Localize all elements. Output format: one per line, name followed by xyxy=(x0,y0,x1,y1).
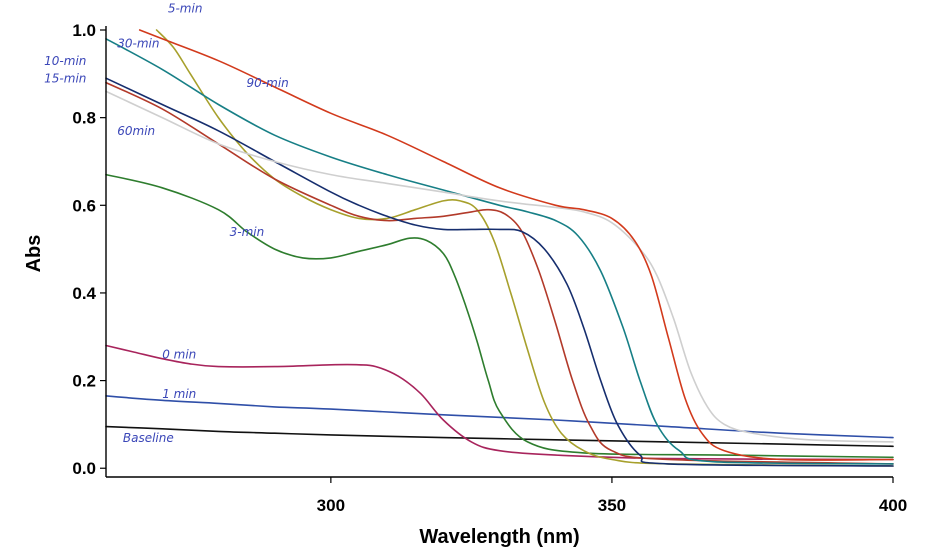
series-layer xyxy=(105,29,894,467)
handwritten-annotation: 0 min xyxy=(162,348,196,362)
y-tick-label: 0.2 xyxy=(72,372,96,391)
series-line-90-min xyxy=(138,29,894,461)
handwritten-annotation: 90-min xyxy=(247,76,289,90)
handwritten-annotation: 30-min xyxy=(117,37,159,51)
series-line-10-min xyxy=(105,81,894,465)
x-tick-label: 350 xyxy=(598,496,626,515)
series-line-0-min xyxy=(105,344,894,461)
ticks-layer: 300 350 400 0.0 0.2 0.4 0.6 0.8 1.0 xyxy=(72,21,907,515)
annotations-layer: 5-min 30-min 10-min 15-min 60min 90-min 3-min 0… xyxy=(44,1,289,444)
handwritten-annotation: 3-min xyxy=(230,225,265,239)
y-tick-label: 0.8 xyxy=(72,109,96,128)
handwritten-annotation: 60min xyxy=(117,124,155,138)
series-line-5-min xyxy=(155,29,894,467)
axes-layer xyxy=(105,26,893,478)
series-line-15-min xyxy=(105,77,894,467)
series-line-3-min xyxy=(105,173,894,459)
y-tick-label: 0.0 xyxy=(72,459,96,478)
y-tick-label: 1.0 xyxy=(72,21,96,40)
handwritten-annotation: 1 min xyxy=(162,387,196,401)
handwritten-annotation: 10-min xyxy=(44,54,86,68)
series-line-60min xyxy=(105,90,894,443)
x-tick-label: 400 xyxy=(879,496,907,515)
y-tick-label: 0.4 xyxy=(72,284,96,303)
handwritten-annotation: Baseline xyxy=(123,431,174,445)
handwritten-annotation: 15-min xyxy=(44,72,86,86)
x-tick-label: 300 xyxy=(317,496,345,515)
y-tick-label: 0.6 xyxy=(72,196,96,215)
x-axis-title: Wavelength (nm) xyxy=(419,526,579,548)
handwritten-annotation: 5-min xyxy=(168,1,203,15)
series-line-baseline xyxy=(105,425,894,448)
y-axis-title: Abs xyxy=(23,235,45,273)
series-line-30-min xyxy=(105,38,894,465)
